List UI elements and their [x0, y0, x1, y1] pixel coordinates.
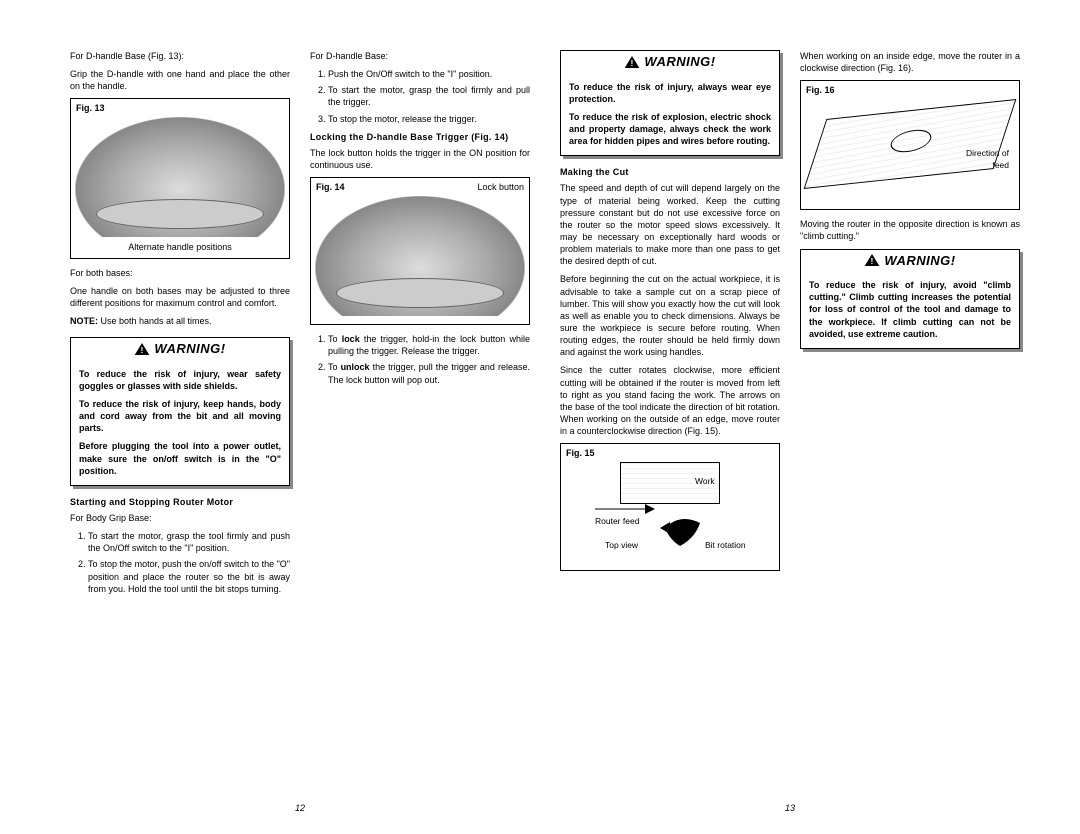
- dhandle-intro: For D-handle Base (Fig. 13):: [70, 50, 290, 62]
- warning-box-1: ! WARNING! To reduce the risk of injury,…: [70, 337, 290, 486]
- both-bases-text: One handle on both bases may be adjusted…: [70, 285, 290, 309]
- fig16-board: [804, 99, 1017, 189]
- fig13-label: Fig. 13: [76, 102, 105, 114]
- page-13-columns: ! WARNING! To reduce the risk of injury,…: [560, 50, 1020, 794]
- warning1-header: ! WARNING!: [71, 338, 289, 362]
- making-p2: Before beginning the cut on the actual w…: [560, 273, 780, 358]
- figure-16: Fig. 16 Direction of feed: [800, 80, 1020, 210]
- fig15-top-label: Top view: [605, 540, 638, 551]
- svg-text:!: !: [141, 345, 144, 355]
- page13-number: 13: [560, 802, 1020, 814]
- fig14-label: Fig. 14: [316, 181, 345, 193]
- warning2-header: ! WARNING!: [561, 51, 779, 75]
- warning1-p2: To reduce the risk of injury, keep hands…: [79, 398, 281, 434]
- page12-number: 12: [70, 802, 530, 814]
- locking-heading: Locking the D-handle Base Trigger (Fig. …: [310, 131, 530, 143]
- dhandle-text: Grip the D-handle with one hand and plac…: [70, 68, 290, 92]
- body-step-1: To start the motor, grasp the tool firml…: [88, 530, 290, 554]
- figure-14: Fig. 14 Lock button: [310, 177, 530, 325]
- making-p1: The speed and depth of cut will depend l…: [560, 182, 780, 267]
- fig14-lockbutton: Lock button: [477, 181, 524, 193]
- fig15-work-label: Work: [695, 476, 715, 487]
- page13-col2: When working on an inside edge, move the…: [800, 50, 1020, 794]
- warning3-title: WARNING!: [884, 252, 955, 270]
- warning2-p2: To reduce the risk of explosion, electri…: [569, 111, 771, 147]
- warning1-title: WARNING!: [154, 340, 225, 358]
- fig16-hole: [888, 128, 935, 154]
- d-step-2: To start the motor, grasp the tool firml…: [328, 84, 530, 108]
- fig13-caption: Alternate handle positions: [75, 241, 285, 253]
- warning-box-3: ! WARNING! To reduce the risk of injury,…: [800, 249, 1020, 349]
- fig16-label: Fig. 16: [806, 84, 835, 96]
- note-line: NOTE: Use both hands at all times.: [70, 315, 290, 327]
- warning-triangle-icon: !: [134, 342, 150, 356]
- body-grip: For Body Grip Base:: [70, 512, 290, 524]
- page-12: For D-handle Base (Fig. 13): Grip the D-…: [70, 50, 530, 814]
- page-13: ! WARNING! To reduce the risk of injury,…: [560, 50, 1020, 814]
- warning-triangle-icon: !: [624, 55, 640, 69]
- warning-triangle-icon: !: [864, 253, 880, 267]
- warning3-header: ! WARNING!: [801, 250, 1019, 274]
- figure-13: Fig. 13 Alternate handle positions: [70, 98, 290, 258]
- climb-text: Moving the router in the opposite direct…: [800, 218, 1020, 242]
- page12-col1: For D-handle Base (Fig. 13): Grip the D-…: [70, 50, 290, 794]
- dhandle-base: For D-handle Base:: [310, 50, 530, 62]
- d-step-1: Push the On/Off switch to the "I" positi…: [328, 68, 530, 80]
- d-step-3: To stop the motor, release the trigger.: [328, 113, 530, 125]
- warning2-title: WARNING!: [644, 53, 715, 71]
- warning1-p1: To reduce the risk of injury, wear safet…: [79, 368, 281, 392]
- lock-step-1: To lock the trigger, hold-in the lock bu…: [328, 333, 530, 357]
- figure-15: Fig. 15 Work Router feed Top view Bit ro…: [560, 443, 780, 571]
- locking-text: The lock button holds the trigger in the…: [310, 147, 530, 171]
- lock-steps: To lock the trigger, hold-in the lock bu…: [310, 333, 530, 386]
- both-bases: For both bases:: [70, 267, 290, 279]
- warning3-p1: To reduce the risk of injury, avoid "cli…: [809, 279, 1011, 340]
- fig14-image: [315, 196, 525, 316]
- fig15-arrow-icon: [660, 508, 710, 550]
- lock-step-2: To unlock the trigger, pull the trigger …: [328, 361, 530, 385]
- warning1-p3: Before plugging the tool into a power ou…: [79, 440, 281, 476]
- page-12-columns: For D-handle Base (Fig. 13): Grip the D-…: [70, 50, 530, 794]
- starting-heading: Starting and Stopping Router Motor: [70, 496, 290, 508]
- fig15-feed-arrow-icon: [595, 502, 655, 516]
- fig16-dir-label: Direction of feed: [959, 148, 1009, 171]
- svg-text:!: !: [871, 256, 874, 266]
- fig15-feed-label: Router feed: [595, 516, 639, 527]
- page12-col2: For D-handle Base: Push the On/Off switc…: [310, 50, 530, 794]
- fig15-label: Fig. 15: [566, 447, 595, 459]
- making-heading: Making the Cut: [560, 166, 780, 178]
- dhandle-steps: Push the On/Off switch to the "I" positi…: [310, 68, 530, 125]
- note-label: NOTE:: [70, 316, 98, 326]
- warning2-p1: To reduce the risk of injury, always wea…: [569, 81, 771, 105]
- svg-text:!: !: [631, 58, 634, 68]
- fig15-rot-label: Bit rotation: [705, 540, 746, 551]
- fig13-image: [75, 117, 285, 237]
- note-text: Use both hands at all times.: [98, 316, 212, 326]
- making-p3: Since the cutter rotates clockwise, more…: [560, 364, 780, 437]
- body-grip-steps: To start the motor, grasp the tool firml…: [70, 530, 290, 595]
- page13-col1: ! WARNING! To reduce the risk of injury,…: [560, 50, 780, 794]
- body-step-2: To stop the motor, push the on/off switc…: [88, 558, 290, 594]
- inside-edge: When working on an inside edge, move the…: [800, 50, 1020, 74]
- warning-box-2: ! WARNING! To reduce the risk of injury,…: [560, 50, 780, 156]
